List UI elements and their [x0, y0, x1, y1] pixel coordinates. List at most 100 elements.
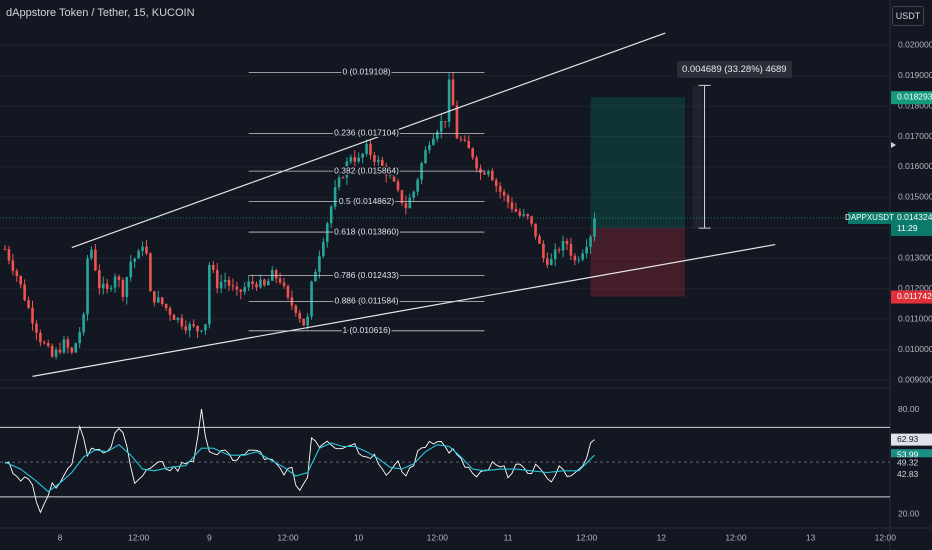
candle-body [211, 264, 215, 270]
candle-body [180, 317, 184, 327]
candle-body [223, 280, 227, 282]
candle-body [39, 332, 42, 343]
candle-body [66, 339, 70, 348]
candle-body [35, 323, 38, 333]
rsi-value-label: 49.32 [897, 458, 919, 468]
chart-title: dAppstore Token / Tether, 15, KUCOIN [6, 7, 195, 19]
y-tick-label: 0.009000 [898, 374, 932, 384]
candle-body [168, 308, 172, 315]
candle-body [11, 260, 15, 271]
candle-body [318, 256, 321, 272]
candle-body [251, 281, 254, 284]
candle-body [255, 283, 258, 288]
x-tick-label: 12 [657, 532, 667, 542]
candle-body [353, 157, 357, 162]
fib-level-label: 0 (0.019108) [342, 67, 390, 77]
candle-body [467, 140, 471, 149]
candle-body [322, 241, 325, 257]
candle-body [145, 246, 148, 254]
candle-body [215, 269, 219, 289]
channel-upper[interactable] [71, 32, 666, 249]
candle-body [392, 173, 396, 182]
price-range-measure[interactable] [692, 84, 711, 229]
candle-body [3, 249, 7, 251]
candle-body [526, 214, 529, 217]
candle-body [70, 347, 74, 353]
candle-body [133, 258, 136, 262]
price-axis[interactable]: 0.020000 0.019000 0.018000 0.017000 0.016000… [845, 39, 932, 519]
candle-body [593, 218, 596, 237]
candle-body [498, 186, 502, 192]
candle-body [156, 297, 160, 303]
price-candles [3, 72, 596, 360]
candle-body [573, 255, 577, 261]
y-tick-label: 0.018000 [898, 100, 932, 110]
target-price-label-bg [891, 91, 932, 105]
candle-body [172, 314, 176, 320]
candle-body [459, 138, 463, 140]
stop-price-label-bg [891, 290, 932, 304]
candle-body [105, 283, 109, 290]
rsi-value-label: 42.83 [897, 469, 919, 479]
candle-body [534, 223, 537, 237]
time-axis[interactable]: 8 12:00 9 12:00 10 12:00 11 12:00 12 12:00 13 12:00 [58, 532, 897, 542]
candle-body [176, 317, 180, 320]
rsi-value-label: 62.93 [897, 434, 919, 444]
candle-body [15, 270, 19, 276]
candle-body [538, 236, 541, 244]
y-tick-label: 0.011000 [898, 313, 932, 323]
channel-lower[interactable] [32, 243, 776, 377]
candle-body [479, 168, 482, 173]
candle-body [487, 170, 490, 175]
candle-body [514, 209, 518, 212]
candle-body [86, 258, 89, 315]
candle-body [329, 206, 333, 224]
axis-scroll-marker[interactable] [891, 142, 896, 148]
y-tick-label: 0.017000 [898, 131, 932, 141]
x-tick-label: 13 [806, 532, 816, 542]
candle-body [428, 144, 431, 151]
candle-body [589, 236, 592, 247]
x-tick-label: 12:00 [128, 532, 150, 542]
candle-body [557, 249, 561, 251]
candle-body [510, 202, 514, 210]
x-tick-label: 10 [354, 532, 364, 542]
candle-body [404, 203, 408, 209]
fib-level-label: 0.236 (0.017104) [334, 128, 399, 138]
candle-body [369, 143, 372, 156]
candle-body [522, 214, 526, 216]
candle-body [377, 159, 380, 162]
candle-body [455, 105, 459, 139]
fib-level-label: 0.886 (0.011584) [334, 296, 398, 306]
y-tick-label: 0.015000 [898, 192, 932, 202]
candle-body [43, 342, 46, 344]
candle-body [412, 191, 416, 198]
candle-body [196, 325, 199, 332]
candle-body [373, 155, 376, 162]
currency-button[interactable]: USDT [892, 6, 924, 26]
candle-body [219, 281, 223, 289]
candle-body [463, 139, 467, 141]
candle-body [388, 173, 392, 176]
candle-body [349, 157, 353, 162]
candle-body [58, 349, 62, 353]
trendlines[interactable] [32, 32, 776, 377]
stop-zone[interactable] [590, 228, 685, 297]
candle-body [192, 324, 195, 326]
candle-body [259, 279, 262, 288]
long-position-tool[interactable] [590, 97, 685, 297]
candle-body [502, 191, 506, 196]
candle-body [306, 316, 309, 326]
candle-body [310, 281, 313, 317]
candle-body [188, 324, 192, 331]
fibonacci-retracement[interactable]: 0 (0.019108) 0.236 (0.017104) 0.382 (0.015… [248, 65, 485, 337]
candle-body [506, 195, 510, 203]
candle-body [239, 289, 243, 292]
target-zone[interactable] [590, 97, 685, 229]
candle-body [267, 280, 270, 286]
x-tick-label: 11 [504, 532, 513, 542]
candle-body [208, 264, 211, 325]
candle-body [549, 259, 553, 265]
